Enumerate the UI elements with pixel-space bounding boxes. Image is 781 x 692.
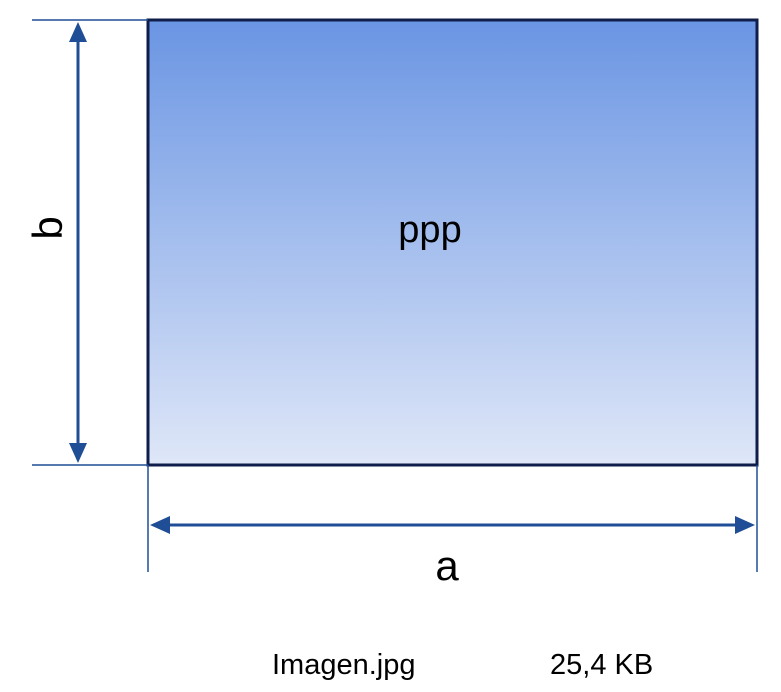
width-label: a [435, 542, 459, 589]
height-dimension [32, 19, 148, 466]
file-name: Imagen.jpg [272, 649, 416, 681]
image-frame [146, 18, 759, 467]
image-center-label: ppp [398, 209, 461, 251]
file-size: 25,4 KB [550, 649, 653, 681]
width-dimension [147, 465, 758, 572]
height-label: b [24, 216, 71, 239]
height-arrow-top-icon [69, 22, 87, 42]
width-arrow-right-icon [735, 516, 755, 534]
height-arrow-bottom-icon [69, 443, 87, 463]
width-arrow-left-icon [150, 516, 170, 534]
